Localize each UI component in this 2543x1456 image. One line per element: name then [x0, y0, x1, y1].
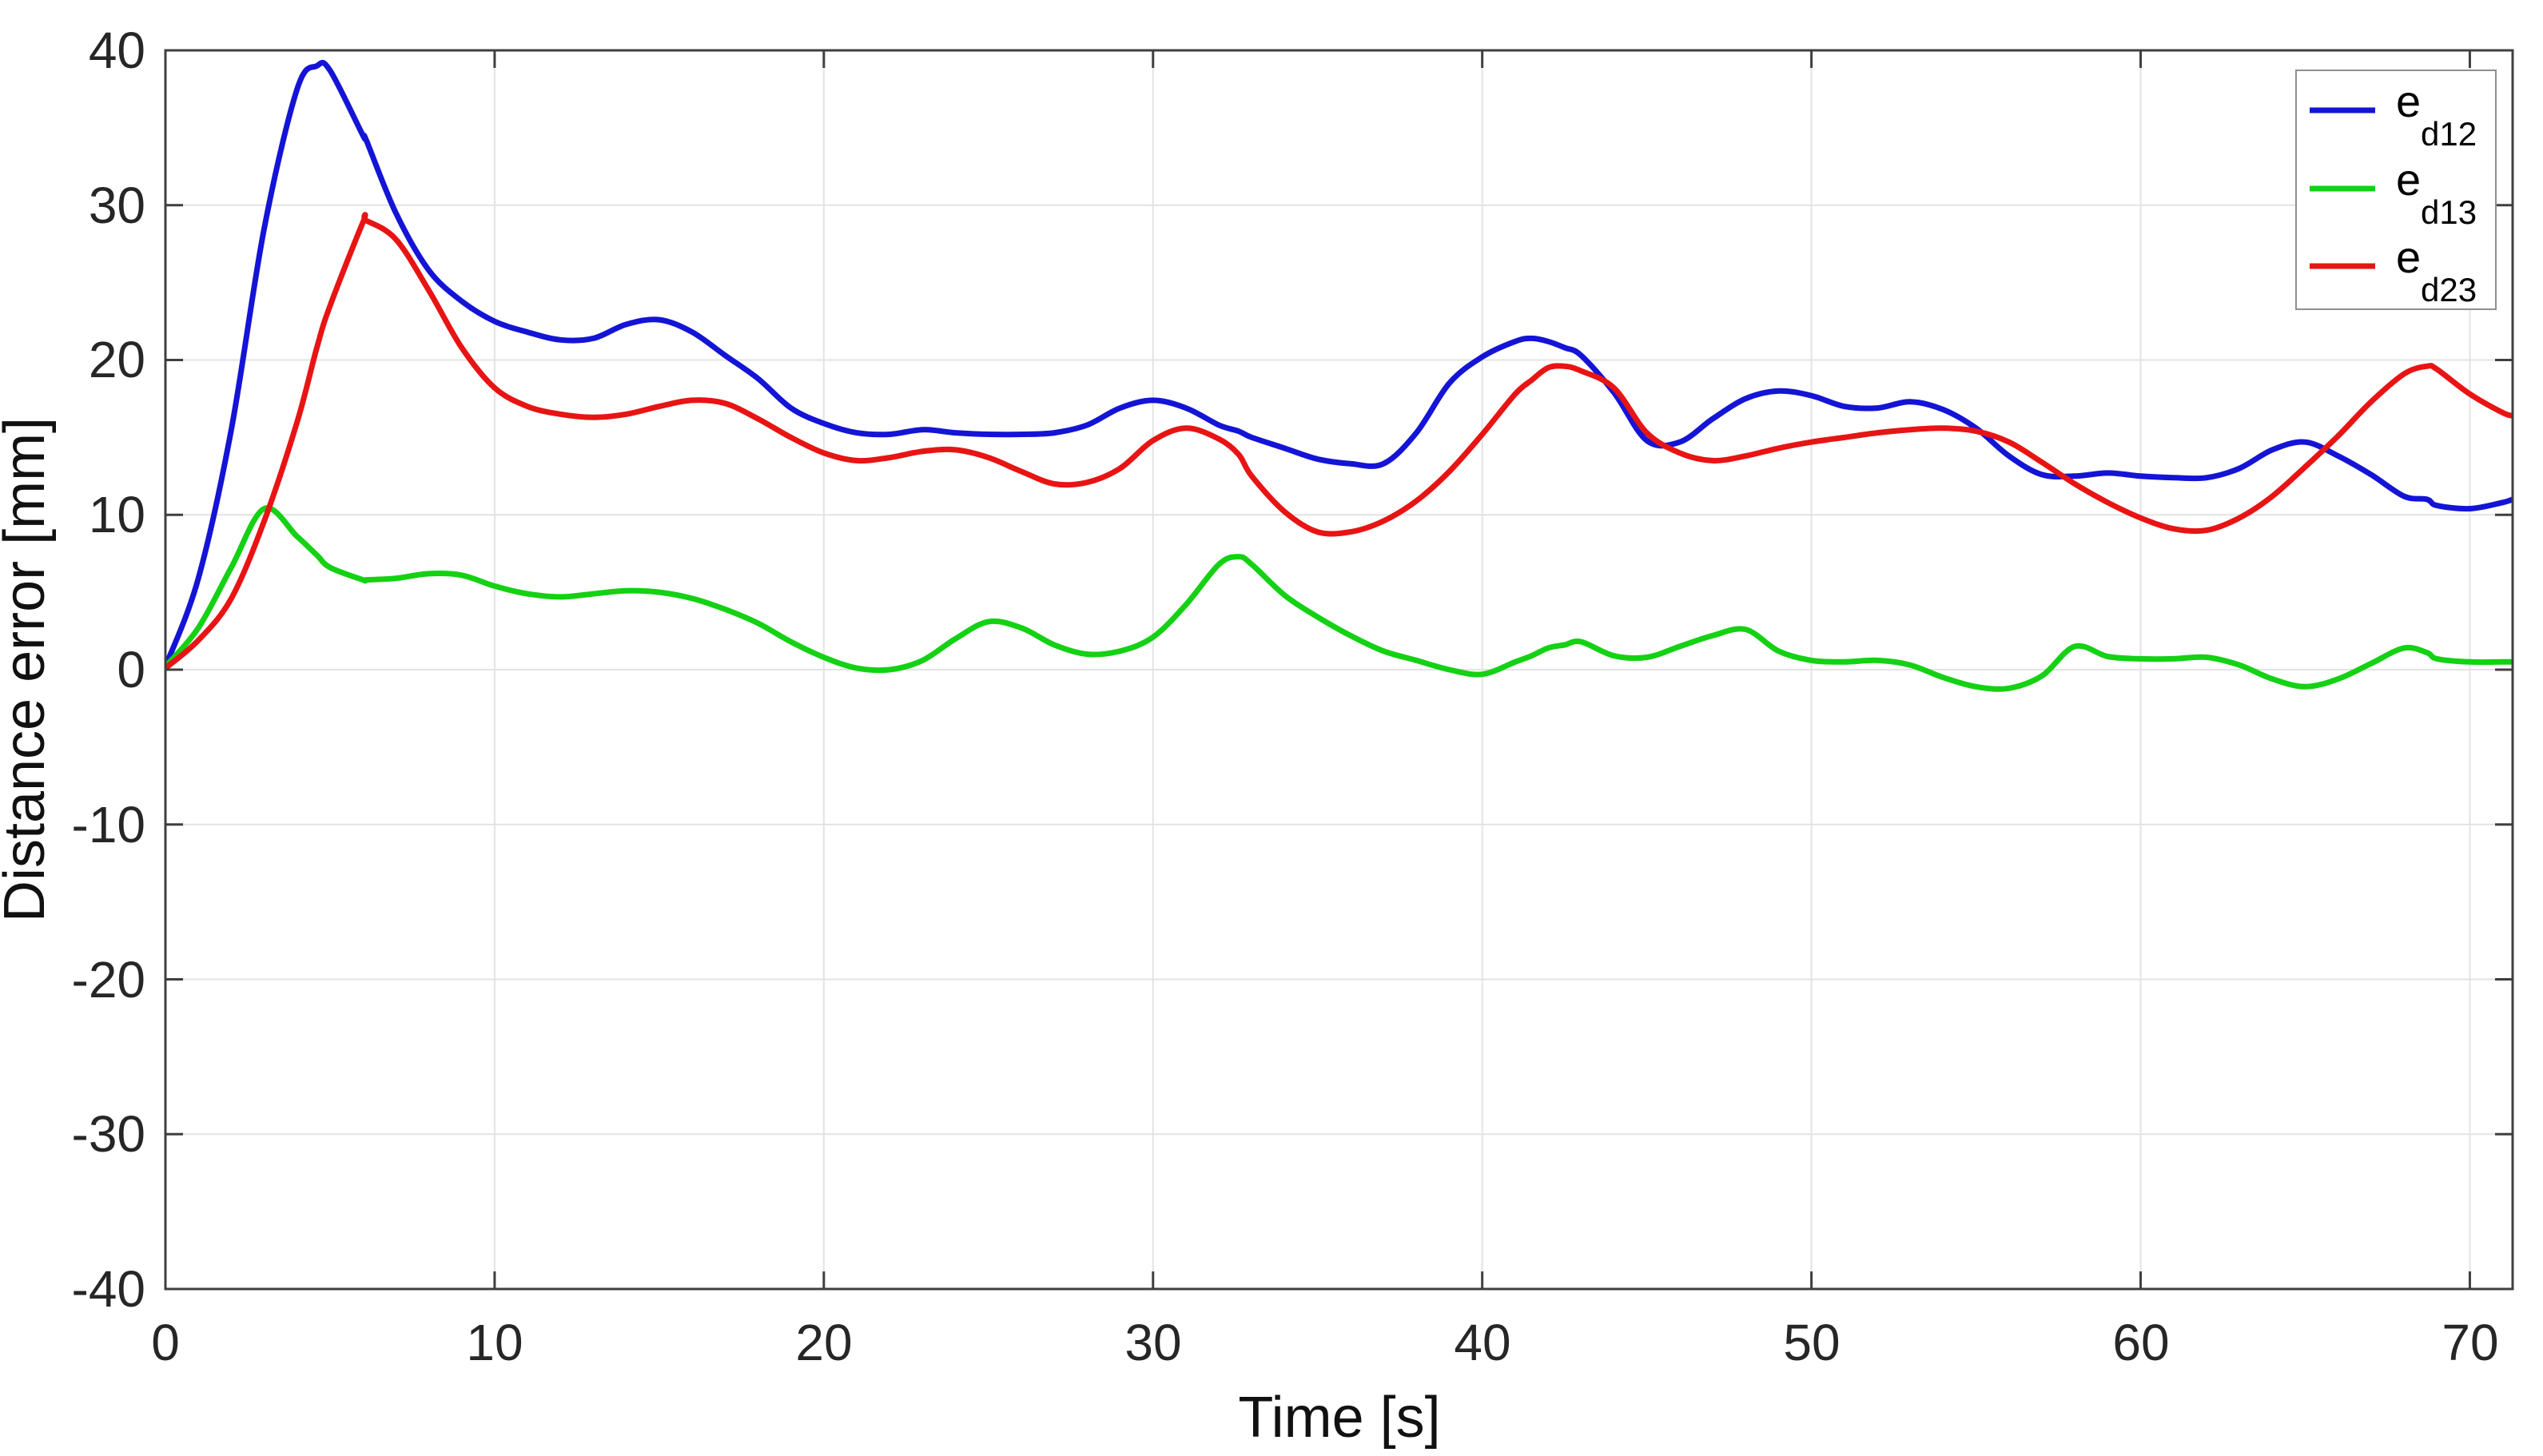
series-line-e_d23	[165, 212, 2513, 671]
legend-label-ed12: e	[2396, 76, 2421, 126]
y-tick-label: 30	[89, 177, 145, 234]
legend-label-ed13-sub: d13	[2421, 193, 2477, 231]
x-tick-label: 20	[795, 1314, 852, 1371]
legend-label-ed13: e	[2396, 154, 2421, 205]
legend-label-ed23-sub: d23	[2421, 271, 2477, 308]
y-tick-label: -30	[72, 1105, 146, 1163]
y-tick-label: 0	[117, 641, 145, 698]
x-tick-label: 50	[1783, 1314, 1840, 1371]
x-tick-label: 70	[2442, 1314, 2498, 1371]
y-tick-label: 20	[89, 331, 145, 388]
grid-lines	[165, 50, 2513, 1290]
series-curves	[165, 59, 2513, 692]
y-tick-label: 10	[89, 486, 145, 543]
x-axis-label: Time [s]	[1238, 1386, 1440, 1450]
tick-marks	[164, 49, 2513, 1291]
x-tick-label: 40	[1454, 1314, 1510, 1371]
x-tick-label: 0	[151, 1314, 180, 1371]
y-axis-label: Distance error [mm]	[0, 417, 57, 922]
x-tick-label: 30	[1124, 1314, 1181, 1371]
series-line-e_d13	[165, 505, 2513, 692]
legend-label-ed12-sub: d12	[2421, 115, 2477, 153]
x-tick-label: 10	[466, 1314, 523, 1371]
y-tick-label: 40	[89, 22, 145, 79]
series-line-e_d12	[165, 59, 2513, 670]
y-tick-label: -40	[72, 1260, 146, 1318]
y-tick-label: -20	[72, 951, 146, 1008]
y-tick-label: -10	[72, 796, 146, 853]
legend-label-ed23: e	[2396, 232, 2421, 282]
legend: e d12 e d13 e d23	[2295, 70, 2497, 310]
x-tick-label: 60	[2112, 1314, 2169, 1371]
